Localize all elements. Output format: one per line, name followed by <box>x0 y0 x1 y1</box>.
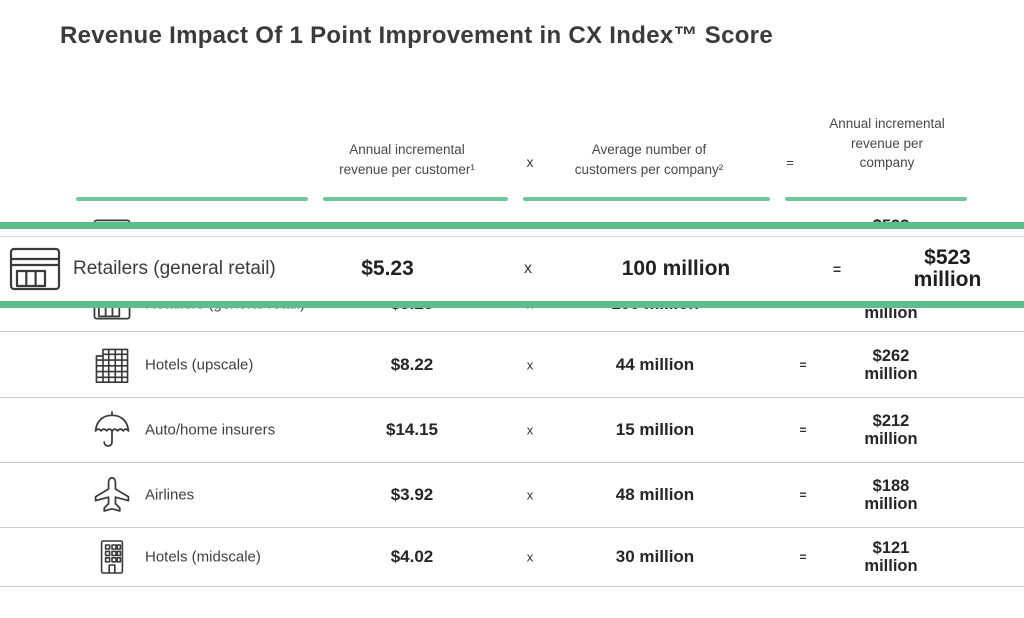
row-value: $8.22 <box>390 354 434 374</box>
row-value: $14.15 <box>386 420 438 439</box>
underline-revenue-column <box>323 197 508 201</box>
storefront-icon <box>8 246 62 292</box>
equals-sign: = <box>832 261 842 277</box>
multiply-sign: x <box>526 549 534 565</box>
building-icon <box>92 538 132 576</box>
table-row: Hotels (upscale) $8.22 x 44 million = $2… <box>0 332 1024 398</box>
row-label: Airlines <box>145 486 195 504</box>
row-label: Retailers (general retail) <box>145 308 305 313</box>
callout-bottom-border <box>0 301 1024 308</box>
equals-sign: = <box>799 550 807 564</box>
airplane-icon <box>92 474 132 516</box>
row-label: Hotels (midscale) <box>145 548 261 566</box>
multiply-sign: x <box>526 357 534 372</box>
equals-sign: = <box>795 308 811 311</box>
row-customers: 44 million <box>615 354 695 374</box>
callout-body: Retailers (general retail) $5.23 x 100 m… <box>0 236 1024 301</box>
equals-sign: = <box>799 423 807 437</box>
header-multiply-sign: x <box>526 154 534 170</box>
multiply-sign: x <box>526 487 534 503</box>
callout-gap <box>0 229 1024 236</box>
table-body: Hotels (upscale) $8.22 x 44 million = $2… <box>0 332 1024 587</box>
row-result: $121 million <box>864 538 918 575</box>
magnified-row-callout: Retailers (general retail) $5.23 x 100 m… <box>0 222 1024 308</box>
row-result: $262 million <box>864 346 918 383</box>
row-result: $188 million <box>864 476 918 513</box>
header-revenue-per-company: Annual incremental revenue per company <box>829 116 945 171</box>
row-value: $5.23 <box>352 308 472 314</box>
page-title: Revenue Impact Of 1 Point Improvement in… <box>60 22 773 49</box>
callout-value: $5.23 <box>361 257 414 280</box>
row-label: Auto/home insurers <box>145 421 276 439</box>
umbrella-icon <box>92 410 132 450</box>
header-revenue-per-customer: Annual incremental revenue per customer¹ <box>339 142 475 177</box>
row-customers: 15 million <box>615 420 695 439</box>
table-row: Auto/home insurers $14.15 x 15 million =… <box>0 398 1024 463</box>
row-value: $4.02 <box>390 547 434 566</box>
underline-company-revenue-column <box>785 197 967 201</box>
underline-industry-column <box>76 197 308 201</box>
row-customers: 48 million <box>615 485 695 504</box>
multiply-sign: x <box>520 308 540 312</box>
row-value: $3.92 <box>390 485 434 504</box>
row-result: $212 million <box>864 411 918 448</box>
callout-top-border <box>0 222 1024 229</box>
storefront-icon <box>92 308 132 321</box>
storefront-icon <box>92 218 132 222</box>
row-retailers-top-fragment: Retailers (general retail) $5.23 x 100 m… <box>0 203 1024 222</box>
callout-label: Retailers (general retail) <box>73 258 276 279</box>
equals-sign: = <box>799 488 807 502</box>
hotel-upscale-icon <box>92 346 132 384</box>
header-equals-sign: = <box>786 155 794 170</box>
underline-customers-column <box>523 197 770 201</box>
callout-customers: 100 million <box>621 257 731 280</box>
row-customers: 30 million <box>615 547 695 566</box>
table-row: Hotels (midscale) $4.02 x 30 million = $… <box>0 528 1024 587</box>
header-customers-per-company: Average number of customers per company² <box>574 142 724 177</box>
callout-result: $523 million <box>913 245 982 291</box>
multiply-sign: x <box>526 422 534 438</box>
table-row: Airlines $3.92 x 48 million = $188 millio… <box>0 463 1024 528</box>
multiply-sign: x <box>524 260 532 277</box>
row-label: Hotels (upscale) <box>145 356 254 373</box>
row-customers: 100 million <box>585 308 725 314</box>
equals-sign: = <box>799 357 807 372</box>
row-retailers-bottom-fragment: Retailers (general retail) $5.23 x 100 m… <box>0 308 1024 332</box>
